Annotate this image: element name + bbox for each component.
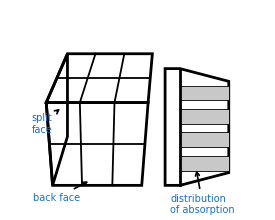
- Polygon shape: [180, 132, 229, 147]
- Text: back face: back face: [34, 182, 87, 203]
- Polygon shape: [180, 86, 229, 101]
- Polygon shape: [180, 109, 229, 124]
- Polygon shape: [180, 156, 229, 170]
- Text: split
face: split face: [31, 110, 59, 135]
- Text: distribution
of absorption: distribution of absorption: [170, 172, 235, 215]
